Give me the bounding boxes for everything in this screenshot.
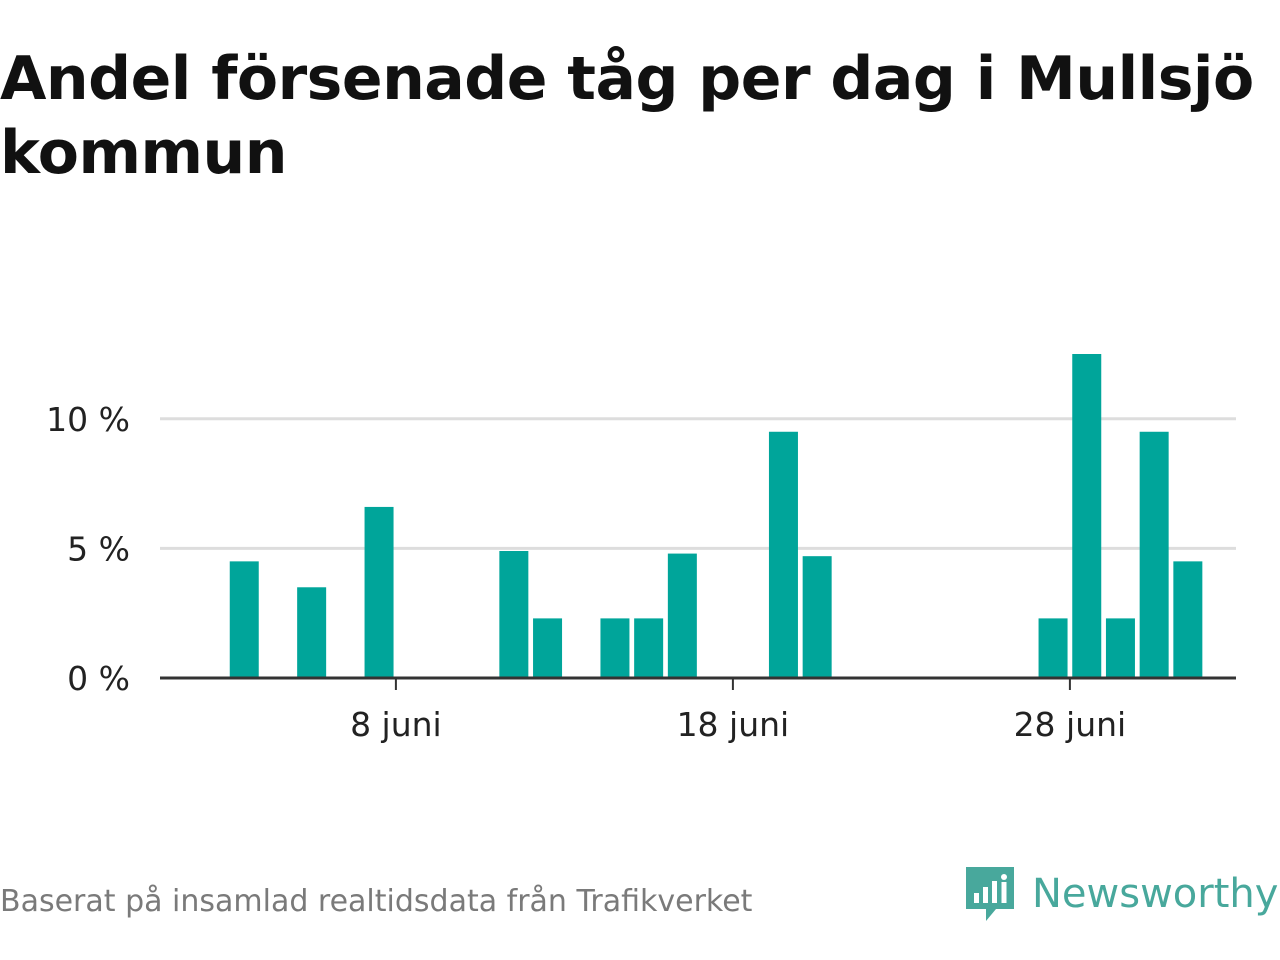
bar: [499, 550, 529, 678]
brand[interactable]: Newsworthy: [964, 862, 1278, 926]
bar: [229, 561, 259, 678]
bar: [667, 553, 697, 678]
bar: [634, 618, 664, 678]
brand-name: Newsworthy: [1032, 871, 1279, 917]
x-tick-label: 28 juni: [1014, 705, 1127, 744]
bar: [1072, 354, 1102, 678]
bars: [229, 354, 1203, 678]
y-axis-labels: 0 % 5 % 10 %: [46, 400, 130, 698]
bar-chart: 0 % 5 % 10 % 8 juni 18 juni 28 juni: [46, 354, 1236, 744]
y-tick-label: 5 %: [67, 529, 130, 568]
bar: [297, 587, 327, 678]
y-tick-label: 10 %: [46, 400, 130, 439]
bar: [802, 556, 832, 678]
x-axis: [160, 676, 1236, 690]
bar: [364, 506, 394, 678]
bar: [600, 618, 630, 678]
bar: [1139, 431, 1169, 678]
x-tick-label: 8 juni: [350, 705, 442, 744]
bar: [1173, 561, 1203, 678]
bar: [1038, 618, 1068, 678]
chart-title: Andel försenade tåg per dag i Mullsjö ko…: [0, 44, 1254, 188]
grid-lines: [160, 417, 1236, 550]
x-tick-label: 18 juni: [677, 705, 790, 744]
bar: [1105, 618, 1135, 678]
x-axis-labels: 8 juni 18 juni 28 juni: [350, 705, 1126, 744]
y-tick-label: 0 %: [67, 659, 130, 698]
bar: [533, 618, 563, 678]
source-note: Baserat på insamlad realtidsdata från Tr…: [0, 884, 753, 919]
bar: [768, 431, 798, 678]
newsworthy-logo-icon: [966, 867, 1014, 921]
